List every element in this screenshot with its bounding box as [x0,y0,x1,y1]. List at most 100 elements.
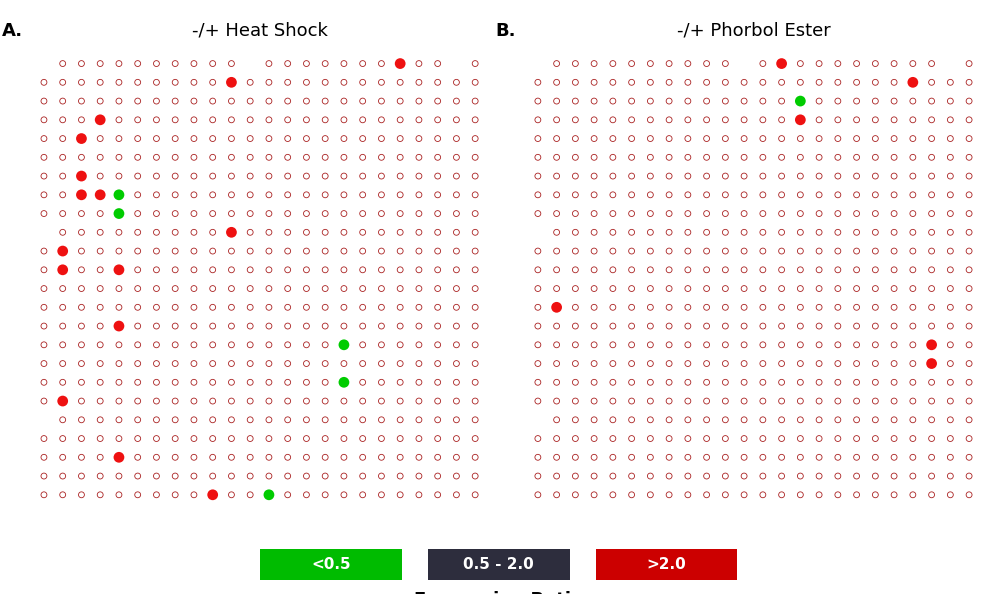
Point [148,171,164,181]
Point [923,209,939,219]
Point [718,153,734,162]
Point [905,134,921,143]
Point [867,471,883,481]
Point [586,340,602,349]
Point [148,78,164,87]
Point [224,321,240,331]
Point [773,134,789,143]
Point [605,302,621,312]
Point [773,434,789,443]
Point [792,434,808,443]
Point [467,247,483,256]
Point [773,415,789,425]
Point [679,378,696,387]
Point [849,59,865,68]
Point [167,134,183,143]
Point [792,247,808,256]
Point [467,434,483,443]
Point [548,171,564,181]
Point [242,265,258,274]
Point [261,415,277,425]
Point [624,153,640,162]
Point [530,340,546,349]
Point [792,228,808,237]
Point [568,78,584,87]
Point [467,190,483,200]
Point [905,453,921,462]
Point [718,378,734,387]
Point [298,190,314,200]
Point [318,415,334,425]
Point [74,302,90,312]
Point [905,434,921,443]
Point [261,190,277,200]
Point [849,415,865,425]
Point [185,471,202,481]
Point [736,415,752,425]
Point [449,59,465,68]
Point [467,171,483,181]
Point [773,302,789,312]
Point [411,115,427,125]
Point [167,115,183,125]
Point [830,321,846,331]
Point [905,490,921,500]
Point [167,359,183,368]
Point [111,247,127,256]
Point [74,134,90,143]
Point [242,134,258,143]
Point [530,96,546,106]
Point [54,209,71,219]
Point [886,302,902,312]
Point [830,434,846,443]
Title: -/+ Phorbol Ester: -/+ Phorbol Ester [676,21,831,39]
Point [205,190,221,200]
Point [886,153,902,162]
Point [624,471,640,481]
Point [548,340,564,349]
Point [224,434,240,443]
Point [318,490,334,500]
Point [849,190,865,200]
Point [355,265,371,274]
Point [355,396,371,406]
Point [548,190,564,200]
Point [961,321,977,331]
Point [336,265,352,274]
Point [792,471,808,481]
Point [449,96,465,106]
Point [185,302,202,312]
Point [586,153,602,162]
Point [942,247,959,256]
Point [811,247,828,256]
Point [624,415,640,425]
Point [605,96,621,106]
Point [318,265,334,274]
Point [849,434,865,443]
Point [624,247,640,256]
Point [336,209,352,219]
Point [392,321,408,331]
Point [336,340,352,349]
Point [792,78,808,87]
Point [373,115,389,125]
Point [373,359,389,368]
Point [224,134,240,143]
Point [92,59,108,68]
Point [679,340,696,349]
Point [718,453,734,462]
Point [642,134,658,143]
Point [942,228,959,237]
Point [679,96,696,106]
Point [373,247,389,256]
Point [411,59,427,68]
Point [167,59,183,68]
Point [586,471,602,481]
Point [411,209,427,219]
Point [679,471,696,481]
Point [530,134,546,143]
Point [130,321,146,331]
Point [279,396,295,406]
Point [318,59,334,68]
Point [167,340,183,349]
